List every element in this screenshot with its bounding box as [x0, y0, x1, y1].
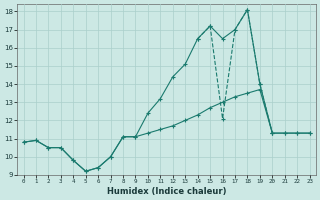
X-axis label: Humidex (Indice chaleur): Humidex (Indice chaleur): [107, 187, 226, 196]
